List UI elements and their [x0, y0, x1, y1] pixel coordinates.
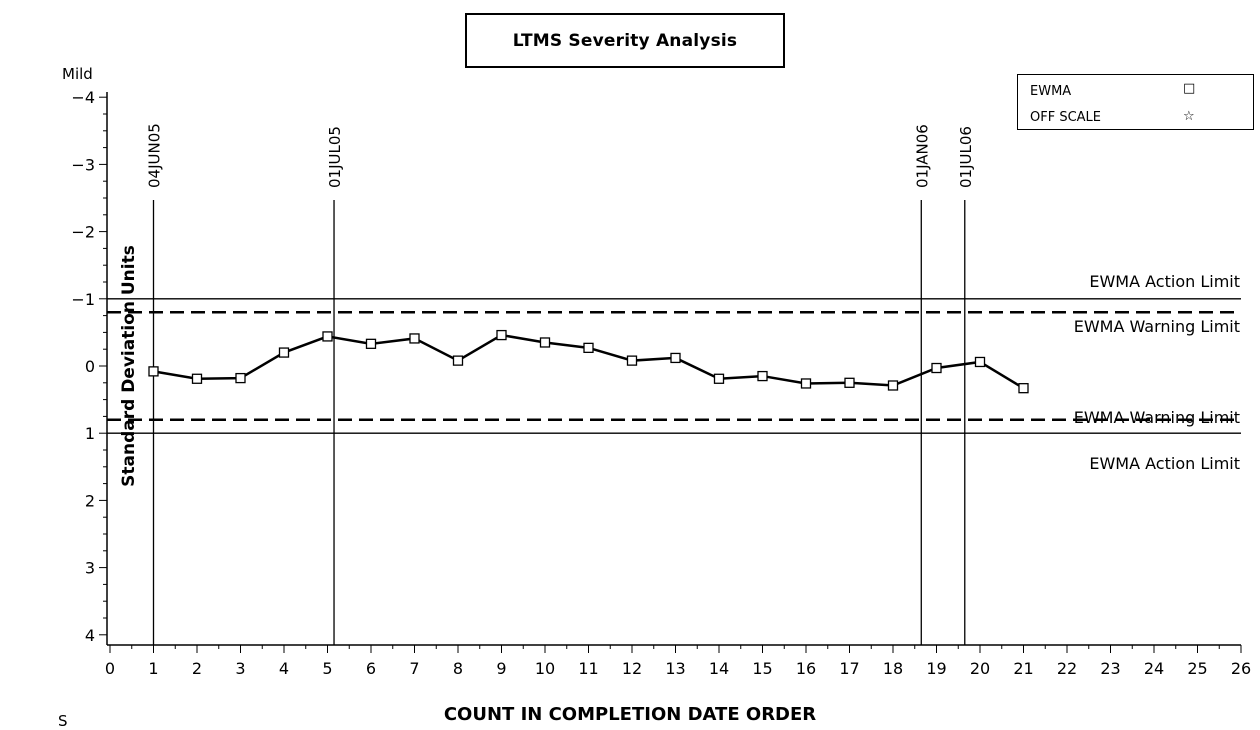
x-tick-label: 21 — [1013, 659, 1033, 678]
x-tick-label: 23 — [1100, 659, 1120, 678]
x-tick-label: 5 — [322, 659, 332, 678]
date-marker-label: 01JAN06 — [913, 124, 931, 188]
ewma-point — [844, 377, 855, 388]
x-tick-label: 22 — [1057, 659, 1077, 678]
chart-title: LTMS Severity Analysis — [512, 30, 738, 51]
legend-item-ewma: EWMA — [1030, 84, 1071, 99]
ewma-point — [1018, 383, 1029, 394]
x-tick-label: 0 — [105, 659, 115, 678]
x-tick-label: 9 — [496, 659, 506, 678]
ewma-point — [409, 333, 420, 344]
x-tick-label: 24 — [1144, 659, 1164, 678]
legend: EWMA □ OFF SCALE ☆ — [1017, 74, 1254, 130]
warning-limit-label: EWMA Warning Limit — [1074, 317, 1240, 336]
date-marker-label: 01JUL06 — [957, 126, 975, 188]
ewma-point — [713, 373, 725, 384]
x-tick-label: 10 — [535, 659, 555, 678]
ewma-point — [191, 373, 203, 384]
action-limit-label: EWMA Action Limit — [1089, 272, 1240, 291]
ewma-point — [365, 338, 377, 349]
ewma-point — [583, 342, 594, 354]
x-tick-label: 19 — [926, 659, 946, 678]
y-top-label: Mild — [62, 65, 93, 83]
x-tick-label: 1 — [148, 659, 158, 678]
y-tick-label: −1 — [71, 290, 95, 309]
ewma-point — [974, 356, 986, 368]
x-tick-label: 4 — [279, 659, 289, 678]
action-limit-label: EWMA Action Limit — [1089, 454, 1240, 473]
chart-title-box: LTMS Severity Analysis — [465, 13, 785, 68]
x-tick-label: 13 — [665, 659, 685, 678]
ewma-point — [322, 331, 333, 342]
ewma-point — [626, 355, 638, 366]
x-tick-label: 18 — [883, 659, 903, 678]
legend-label-off-scale: OFF SCALE — [1030, 110, 1101, 125]
x-tick-label: 3 — [235, 659, 245, 678]
corner-label: S — [58, 712, 68, 730]
warning-limit-label: EWMA Warning Limit — [1074, 408, 1240, 427]
ewma-point — [670, 352, 681, 364]
x-tick-label: 7 — [409, 659, 419, 678]
ewma-point — [496, 329, 507, 341]
ewma-point — [757, 370, 768, 382]
ewma-point — [539, 337, 551, 348]
y-tick-label: −3 — [71, 155, 95, 174]
x-tick-label: 17 — [839, 659, 859, 678]
y-tick-label: 4 — [85, 626, 95, 645]
x-tick-label: 12 — [622, 659, 642, 678]
ewma-point — [800, 378, 812, 389]
x-tick-label: 2 — [192, 659, 202, 678]
y-tick-label: −2 — [71, 223, 95, 242]
date-marker-label: 01JUL05 — [326, 126, 344, 188]
y-tick-label: 2 — [85, 491, 95, 510]
x-tick-label: 14 — [709, 659, 729, 678]
ewma-point — [931, 362, 942, 374]
x-tick-label: 16 — [796, 659, 816, 678]
ewma-point — [235, 372, 246, 384]
x-tick-label: 6 — [366, 659, 376, 678]
x-tick-label: 11 — [578, 659, 598, 678]
ewma-point — [278, 347, 290, 358]
x-axis-label: COUNT IN COMPLETION DATE ORDER — [443, 704, 817, 725]
y-tick-label: 0 — [85, 357, 95, 376]
x-tick-label: 25 — [1187, 659, 1207, 678]
x-tick-label: 26 — [1231, 659, 1251, 678]
legend-label-ewma: EWMA — [1030, 84, 1072, 99]
ewma-point — [148, 366, 159, 377]
y-tick-label: 3 — [85, 559, 95, 578]
x-tick-label: 15 — [752, 659, 772, 678]
y-tick-label: −4 — [71, 88, 95, 107]
legend-item-off-scale: OFF SCALE — [1030, 110, 1101, 125]
x-tick-label: 8 — [453, 659, 463, 678]
x-tick-label: 20 — [970, 659, 990, 678]
date-marker-label: 04JUN05 — [146, 123, 164, 188]
legend-symbol-ewma: □ — [1183, 81, 1196, 96]
ewma-point — [452, 355, 464, 366]
ewma-point — [887, 380, 899, 391]
y-tick-label: 1 — [85, 424, 95, 443]
legend-symbol-off-scale: ☆ — [1183, 109, 1195, 124]
